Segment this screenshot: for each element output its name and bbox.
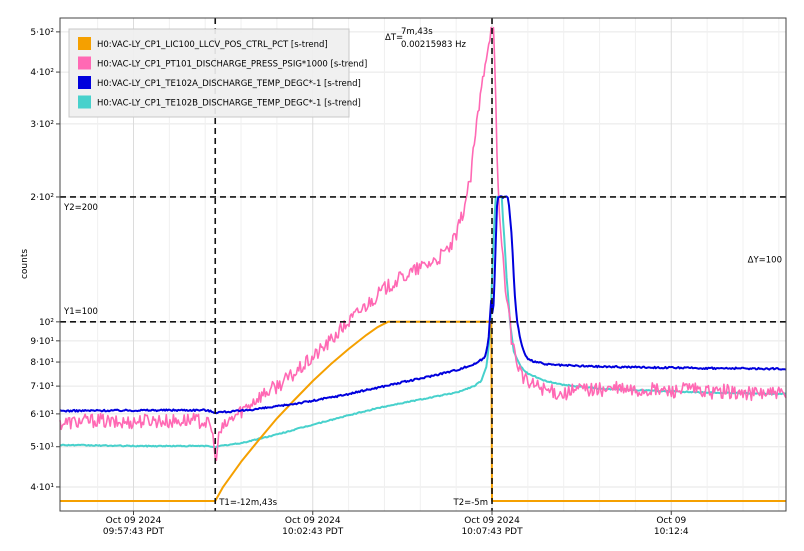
series-line-1: [59, 26, 787, 462]
legend-swatch-2[interactable]: [78, 76, 91, 89]
y-tick-label-7: 2·10²: [30, 193, 54, 203]
series-line-0: [60, 320, 786, 502]
x-tick-label-0-date: Oct 09 2024: [106, 516, 162, 526]
series-line-3: [59, 195, 787, 449]
legend-label-0[interactable]: H0:VAC-LY_CP1_LIC100_LLCV_POS_CTRL_PCT […: [97, 40, 328, 50]
y-tick-label-10: 5·10²: [30, 28, 54, 38]
y-tick-label-3: 7·10¹: [30, 382, 54, 392]
series-layer: [59, 26, 787, 502]
x-tick-label-3-date: Oct 09: [656, 516, 686, 526]
cursor-layer: [60, 18, 786, 511]
cursor-y-1-label: Y1=100: [63, 307, 98, 317]
cursor-x-2-label: T2=-5m: [453, 498, 488, 508]
y-tick-label-5: 9·10¹: [30, 337, 54, 347]
x-tick-label-3-time: 10:12:4: [654, 527, 689, 537]
delta-t-value: 7m,43s: [401, 27, 433, 37]
x-tick-label-0-time: 09:57:43 PDT: [103, 527, 165, 537]
y-tick-label-2: 6·10¹: [30, 410, 54, 420]
cursor-x-1-label: T1=-12m,43s: [218, 498, 277, 508]
y-tick-label-0: 4·10¹: [30, 483, 54, 493]
legend[interactable]: H0:VAC-LY_CP1_LIC100_LLCV_POS_CTRL_PCT […: [68, 28, 367, 118]
y-tick-label-1: 5·10¹: [30, 443, 54, 453]
series-line-2: [59, 195, 787, 415]
y-axis-label: counts: [20, 249, 30, 279]
legend-swatch-1[interactable]: [78, 56, 91, 70]
delta-t-frequency: 0.00215983 Hz: [401, 40, 466, 50]
x-tick-label-1-date: Oct 09 2024: [285, 516, 341, 526]
delta-t-prefix: ΔT=: [385, 33, 403, 43]
legend-label-1[interactable]: H0:VAC-LY_CP1_PT101_DISCHARGE_PRESS_PSIG…: [97, 60, 367, 70]
y-tick-label-8: 3·10²: [30, 120, 54, 130]
legend-box: [68, 28, 350, 118]
y-tick-label-6: 10²: [39, 318, 54, 328]
x-tick-label-2-date: Oct 09 2024: [464, 516, 520, 526]
legend-label-2[interactable]: H0:VAC-LY_CP1_TE102A_DISCHARGE_TEMP_DEGC…: [97, 79, 361, 89]
y-axis-ticks: 4·10¹ 5·10¹ 6·10¹ 7·10¹ 8·10¹ 9·10¹ 10² 2·10² 3·…: [30, 28, 60, 493]
cursor-annotations: T1=-12m,43s T2=-5m Y2=200 Y1=100 ΔY=100 ΔT=7m…: [63, 27, 782, 508]
legend-swatch-3[interactable]: [78, 95, 91, 109]
delta-y-label: ΔY=100: [748, 255, 782, 265]
y-tick-label-4: 8·10¹: [30, 358, 54, 368]
cursor-y-2-label: Y2=200: [63, 203, 98, 213]
x-tick-label-2-time: 10:07:43 PDT: [461, 527, 523, 537]
x-tick-label-1-time: 10:02:43 PDT: [282, 527, 344, 537]
legend-label-3[interactable]: H0:VAC-LY_CP1_TE102B_DISCHARGE_TEMP_DEGC…: [97, 99, 361, 109]
legend-swatch-0[interactable]: [78, 37, 91, 50]
y-tick-label-9: 4·10²: [30, 68, 54, 78]
plot-frame: [59, 17, 787, 512]
